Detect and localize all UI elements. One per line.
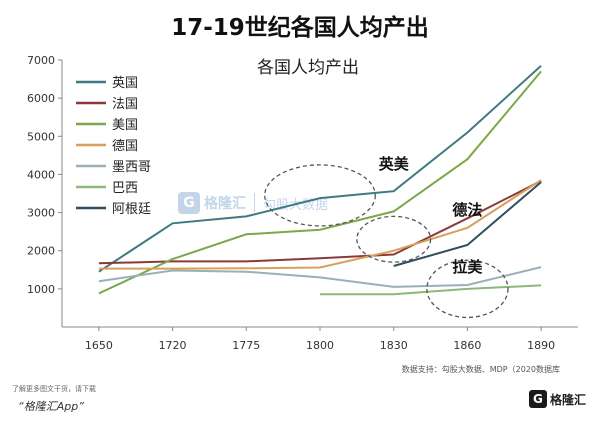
- x-tick-label: 1775: [232, 339, 260, 352]
- series-line: [98, 180, 542, 265]
- watermark-brand: 格隆汇: [204, 196, 246, 212]
- legend-label: 德国: [112, 139, 138, 154]
- y-tick-label: 6000: [27, 92, 55, 105]
- logo-icon: G: [528, 390, 547, 408]
- page-title: 17-19世纪各国人均产出: [171, 15, 429, 41]
- x-tick-label: 1650: [85, 339, 113, 352]
- y-tick-label: 3000: [27, 207, 55, 220]
- y-tick-label: 2000: [27, 245, 55, 258]
- annotation-ellipse: [356, 215, 432, 263]
- x-tick-label: 1860: [453, 339, 481, 352]
- legend-label: 法国: [112, 97, 138, 112]
- series-line: [98, 64, 542, 273]
- annotation-label: 德法: [452, 201, 482, 219]
- annotation-ellipse: [426, 259, 509, 319]
- y-tick-label: 7000: [27, 54, 55, 67]
- watermark: G 格隆汇 勾股大数据: [178, 192, 328, 214]
- annotation-ellipse: [264, 164, 376, 227]
- legend-label: 阿根廷: [112, 202, 151, 217]
- x-tick-label: 1890: [527, 339, 555, 352]
- x-tick-label: 1720: [159, 339, 187, 352]
- y-tick-label: 1000: [27, 283, 55, 296]
- legend-label: 英国: [112, 76, 138, 91]
- series-line: [98, 70, 542, 295]
- y-tick-label: 4000: [27, 168, 55, 181]
- source-note: 数据支持：勾股大数据、MDP（2020数据库: [401, 365, 560, 374]
- legend-label: 美国: [112, 118, 138, 133]
- series-line: [98, 179, 542, 270]
- y-tick-label: 5000: [27, 130, 55, 143]
- brand-logo: G 格隆汇: [528, 390, 586, 408]
- line-chart: 1000 2000 3000 4000 5000 6000 7000 1650 1720 1775…: [27, 54, 578, 352]
- annotation-label: 拉美: [452, 258, 483, 276]
- legend-label: 巴西: [112, 181, 138, 196]
- logo-text: 格隆汇: [549, 392, 586, 407]
- series-line: [393, 181, 542, 267]
- series-line: [320, 284, 542, 296]
- watermark-divider: [254, 193, 255, 213]
- promo-app: “格隆汇App”: [18, 400, 84, 413]
- promo-line: 了解更多图文干货，请下载: [12, 385, 96, 393]
- chart-title: 各国人均产出: [257, 58, 359, 78]
- series-line: [98, 266, 542, 288]
- legend-label: 墨西哥: [112, 160, 151, 175]
- watermark-text: 勾股大数据: [263, 197, 329, 213]
- x-tick-label: 1800: [306, 339, 334, 352]
- x-tick-label: 1830: [380, 339, 408, 352]
- annotation-label: 英美: [379, 155, 410, 173]
- watermark-logo-icon: G: [178, 192, 200, 214]
